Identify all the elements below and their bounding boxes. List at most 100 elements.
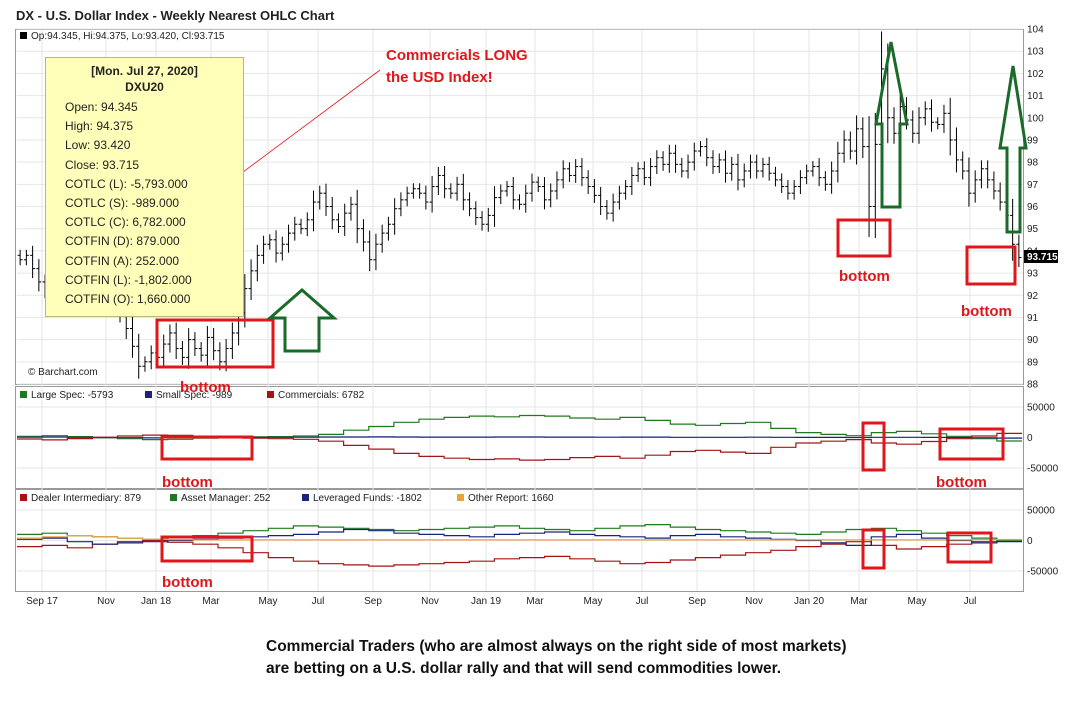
ohlc-bar — [947, 97, 953, 156]
ohlc-bar — [666, 144, 672, 173]
ohlc-bar — [442, 165, 448, 199]
ohlc-bar — [847, 131, 853, 160]
ohlc-bar — [335, 213, 341, 233]
ohlc-bar — [722, 150, 728, 183]
ohlc-bar — [854, 115, 860, 165]
price-y-tick: 90 — [1027, 335, 1039, 346]
ohlc-bar — [841, 130, 847, 163]
ohlc-bar — [454, 176, 460, 201]
tooltip-row: Low: 93.420 — [65, 138, 131, 153]
ohlc-readout: Op:94.345, Hi:94.375, Lo:93.420, Cl:93.7… — [31, 31, 225, 42]
ohlc-bar — [211, 327, 217, 361]
ohlc-bar — [167, 324, 173, 353]
cot-series-line — [17, 535, 1022, 541]
ohlc-bar — [292, 216, 298, 241]
tooltip-row: COTFIN (A): 252.000 — [65, 253, 180, 268]
ohlc-bar — [623, 180, 629, 200]
ohlc-bar — [385, 216, 391, 241]
caption: Commercial Traders (who are almost alway… — [266, 638, 847, 677]
ohlc-bar — [1010, 198, 1016, 261]
ohlc-bar — [304, 212, 310, 237]
price-y-tick: 98 — [1027, 158, 1039, 169]
cot-y-tick: 0 — [1027, 536, 1033, 547]
tooltip-row: COTFIN (D): 879.000 — [65, 234, 180, 249]
ohlc-bar — [342, 203, 348, 236]
ohlc-bar — [710, 150, 716, 175]
data-tooltip: [Mon. Jul 27, 2020] DXU20 Open: 94.345 Hi… — [45, 57, 244, 317]
ohlc-bar — [966, 157, 972, 207]
price-y-tick: 101 — [1027, 91, 1044, 102]
tooltip-row: COTFIN (O): 1,660.000 — [65, 292, 191, 307]
ohlc-bar — [523, 184, 529, 213]
ohlc-bar — [423, 185, 429, 210]
ohlc-bar — [417, 183, 423, 199]
ohlc-bar — [760, 157, 766, 178]
ohlc-bar — [179, 341, 185, 365]
ohlc-bar — [467, 192, 473, 217]
ohlc-bar — [816, 158, 822, 187]
cot2-box-1 — [160, 535, 254, 563]
tooltip-row: COTLC (S): -989.000 — [65, 196, 180, 211]
ohlc-bar — [679, 157, 685, 178]
ohlc-bar — [822, 171, 828, 191]
bottom-label-2: bottom — [839, 268, 890, 285]
price-y-tick: 97 — [1027, 180, 1039, 191]
ohlc-bar — [23, 249, 29, 266]
ohlc-bar — [997, 182, 1003, 211]
ohlc-bar — [916, 107, 922, 144]
ohlc-bar — [479, 211, 485, 231]
legend-entry: Dealer Intermediary: 879 — [31, 493, 141, 504]
last-price-tag — [1024, 250, 1058, 263]
up-arrow-1-icon — [266, 288, 338, 353]
ohlc-bar — [229, 322, 235, 359]
ohlc-bar — [772, 166, 778, 187]
ohlc-bar — [960, 151, 966, 180]
ohlc-bar — [410, 183, 416, 199]
ohlc-bar — [785, 180, 791, 200]
bottom-label-1: bottom — [180, 379, 231, 396]
bottom-box-1 — [155, 318, 275, 369]
ohlc-bar — [741, 163, 747, 188]
cot-y-tick: 0 — [1027, 433, 1033, 444]
ohlc-bar — [910, 110, 916, 143]
cot-series-line — [17, 414, 1022, 442]
bottom-box-2 — [836, 218, 892, 258]
ohlc-bar — [30, 245, 36, 279]
ohlc-bar — [991, 171, 997, 200]
ohlc-bar — [261, 235, 267, 264]
ohlc-bar — [267, 234, 273, 250]
legend-swatch — [457, 494, 464, 501]
ohlc-bar — [791, 180, 797, 200]
price-y-tick: 89 — [1027, 357, 1039, 368]
ohlc-bar — [510, 177, 516, 210]
ohlc-bar — [941, 104, 947, 133]
ohlc-bar — [716, 153, 722, 174]
tooltip-row: COTFIN (L): -1,802.000 — [65, 272, 192, 287]
ohlc-bar — [279, 236, 285, 261]
ohlc-bar — [698, 141, 704, 157]
x-tick-label: Mar — [850, 596, 868, 607]
ohlc-bar — [928, 99, 934, 132]
cot-y-tick: 50000 — [1027, 403, 1055, 414]
ohlc-bar — [660, 151, 666, 171]
price-legend-swatch — [20, 32, 27, 39]
up-arrow-2-icon — [874, 41, 909, 209]
ohlc-bar — [591, 179, 597, 203]
up-arrow-3-icon — [998, 65, 1028, 234]
ohlc-bar — [473, 201, 479, 226]
price-y-tick: 104 — [1027, 25, 1044, 36]
ohlc-bar — [735, 153, 741, 191]
ohlc-bar — [373, 233, 379, 271]
headline-2: the USD Index! — [386, 69, 493, 86]
ohlc-bar — [779, 173, 785, 194]
ohlc-bar — [610, 193, 616, 222]
headline-1: Commercials LONG — [386, 47, 528, 64]
cot2-box-2 — [861, 528, 886, 570]
ohlc-bar — [573, 159, 579, 183]
cot1-bottom-label-1: bottom — [162, 474, 213, 491]
price-y-tick: 102 — [1027, 69, 1044, 80]
ohlc-bar — [654, 150, 660, 175]
ohlc-bar — [460, 173, 466, 211]
ohlc-bar — [517, 194, 522, 210]
ohlc-bar — [673, 144, 679, 173]
